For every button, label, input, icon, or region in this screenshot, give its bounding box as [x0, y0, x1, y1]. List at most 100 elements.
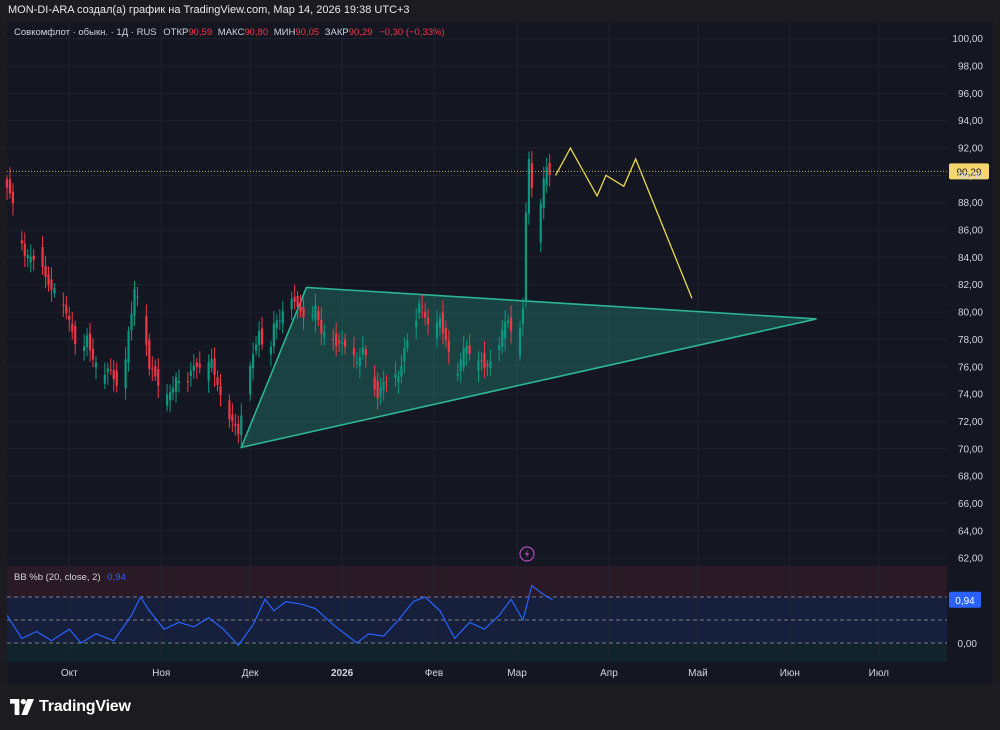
x-tick-label: Июн [780, 668, 800, 679]
candle-body [8, 179, 12, 194]
candle-body [166, 394, 169, 406]
candle-body [382, 381, 385, 391]
candle-body [103, 374, 106, 384]
candle-body [507, 320, 510, 324]
candle-body [524, 212, 528, 301]
candle-body [403, 347, 406, 362]
y-tick-label: 78,00 [958, 335, 983, 346]
candle-body [338, 340, 341, 343]
symbol-name[interactable]: Совкомфлот · обыкн. · 1Д · RUS [14, 27, 157, 38]
candle-body [311, 315, 314, 317]
candle-body [397, 376, 400, 383]
tradingview-logo-icon [10, 699, 34, 715]
x-tick-label: Дек [242, 668, 259, 679]
y-tick-label: 72,00 [958, 417, 983, 428]
candle-body [293, 296, 296, 302]
lightning-icon[interactable] [519, 546, 535, 562]
indicator-oversold-zone [7, 643, 947, 662]
tradingview-logo-text: TradingView [39, 698, 131, 715]
candle-body [373, 376, 376, 390]
candle-body [406, 340, 409, 348]
candle-body [489, 361, 492, 368]
candle-body [198, 363, 201, 368]
candle-body [530, 163, 533, 189]
candle-body [477, 360, 480, 371]
header-bar: MON-DI-ARA создал(а) график на TradingVi… [0, 0, 1000, 22]
candle-body [74, 325, 77, 345]
symbol-legend: Совкомфлот · обыкн. · 1Д · RUS ОТКР90,59… [14, 27, 445, 38]
candle-body [465, 346, 468, 354]
candle-body [385, 380, 388, 382]
candle-body [124, 359, 127, 389]
candle-body [5, 179, 9, 188]
candle-body [542, 178, 545, 209]
candle-body [189, 371, 192, 377]
candle-body [438, 317, 442, 328]
candle-body [400, 365, 403, 377]
candle-body [314, 305, 317, 321]
candle-body [91, 348, 95, 360]
candle-body [323, 331, 326, 338]
candle-body [85, 335, 89, 348]
candle-body [504, 321, 507, 339]
candle-body [62, 304, 65, 306]
candle-body [32, 255, 35, 260]
candle-body [115, 370, 118, 386]
candle-body [11, 191, 15, 204]
tradingview-logo[interactable]: TradingView [10, 697, 131, 717]
candle-body [539, 203, 542, 243]
y-tick-label: 70,00 [958, 444, 983, 455]
candle-body [394, 373, 397, 379]
candle-body [335, 333, 338, 347]
forecast-layer [555, 146, 693, 299]
candle-body [421, 306, 424, 308]
triangle-pattern [239, 286, 817, 449]
candle-body [192, 365, 195, 372]
candle-body [130, 313, 133, 331]
indicator-value: 0,94 [107, 572, 126, 583]
candle-body [480, 360, 483, 362]
candle-body [50, 279, 53, 290]
y-tick-label: 76,00 [958, 362, 983, 373]
candle-body [148, 339, 151, 369]
candle-body [88, 333, 92, 351]
y-tick-label: 88,00 [958, 198, 983, 209]
candle-body [157, 369, 160, 386]
close-label: ЗАКР [324, 27, 349, 38]
candle-body [290, 299, 293, 310]
high-value: 90,80 [244, 27, 269, 38]
candle-body [444, 327, 447, 341]
candle-body [207, 362, 210, 381]
indicator-legend[interactable]: BB %b (20, close, 2) 0,94 [14, 572, 126, 583]
candle-body [340, 342, 344, 344]
candle-body [186, 381, 189, 383]
candle-body [219, 386, 222, 395]
candle-body [352, 348, 356, 356]
candle-body [376, 380, 379, 399]
candle-body [216, 377, 219, 385]
last-price-badge [949, 163, 989, 180]
candle-body [358, 356, 361, 367]
y-tick-label: 64,00 [958, 526, 983, 537]
x-tick-label: Июл [869, 668, 889, 679]
candle-body [171, 388, 175, 393]
y-tick-label: 66,00 [958, 499, 983, 510]
candle-body [23, 244, 26, 256]
candle-body [133, 289, 136, 316]
candle-body [379, 387, 382, 397]
candle-body [47, 273, 50, 286]
candle-body [145, 315, 148, 345]
candle-body [68, 315, 71, 320]
candle-body [252, 354, 255, 369]
x-tick-label: Окт [61, 668, 78, 679]
y-tick-label: 68,00 [958, 472, 983, 483]
price-axis: 100,00 98,00 96,00 94,00 92,00 90,00 88,00 86,0… [952, 34, 983, 564]
candle-body [154, 365, 157, 377]
candle-body [501, 329, 504, 348]
candle-body [151, 368, 154, 370]
candle-body [237, 423, 240, 435]
candle-body [177, 380, 181, 384]
y-tick-label: 94,00 [958, 116, 983, 127]
candle-body [518, 327, 522, 356]
